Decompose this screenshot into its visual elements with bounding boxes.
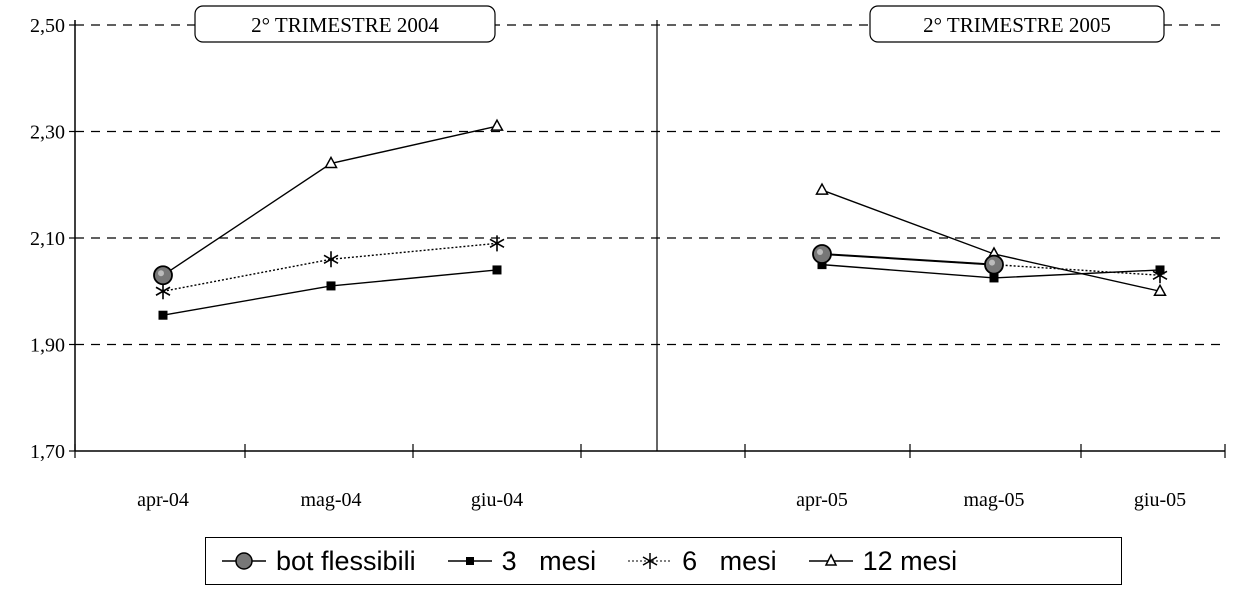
star-marker [155,283,171,300]
star-marker [489,235,505,252]
y-tick-label: 2,30 [30,122,65,144]
square-marker-icon [447,557,492,565]
square-marker [989,273,999,283]
x-tick-label: mag-04 [300,489,361,511]
legend-item-12-mesi: 12 mesi [807,545,958,577]
marker-highlight [817,248,823,255]
panel-title-2005-text: 2° TRIMESTRE 2005 [923,13,1111,37]
square-marker [492,265,502,275]
data-series [153,118,1168,320]
square-marker [326,281,336,291]
series-3-mesi [158,260,1165,320]
legend-item-3-mesi: 3 mesi [446,545,597,577]
x-tick-label: giu-05 [1134,489,1186,511]
gridlines [75,24,1225,346]
legend-label-12-mesi: 12 mesi [862,545,958,576]
series-line [162,125,498,276]
triangle-marker [324,155,338,169]
circle-marker-icon [222,552,266,570]
axes [69,20,1226,458]
series-line [162,242,498,292]
marker-highlight [158,270,164,277]
triangle-marker [1153,283,1167,296]
legend-label-6-mesi: 6 mesi [682,545,777,576]
x-tick-label: apr-05 [796,489,848,511]
triangle-marker [490,118,504,131]
x-tick-label: apr-04 [137,489,189,511]
legend-item-6-mesi: 6 mesi [626,546,777,577]
y-axis-tick-labels: 1,70 1,90 2,10 2,30 2,50 [30,15,65,463]
series-bot-flessibili [153,244,1004,286]
triangle-marker-icon [808,553,853,566]
marker-highlight [989,259,995,266]
star-marker-icon [628,553,673,569]
x-tick-label: giu-04 [471,489,523,511]
square-marker [1155,265,1165,275]
panel-title-2005: 2° TRIMESTRE 2005 [869,5,1165,43]
y-tick-label: 1,90 [30,335,65,357]
legend-item-bot-flessibili: bot flessibili [220,546,416,577]
legend-label-3-mesi: 3 mesi [501,545,597,576]
legend: bot flessibili 3 mesi 6 mesi 12 mesi [205,537,1122,585]
x-tick-label: mag-05 [963,489,1024,511]
legend-label-bot-flessibili: bot flessibili [276,545,416,576]
y-tick-label: 1,70 [30,441,65,463]
series-line [821,252,995,266]
series-12-mesi [156,118,1167,296]
panel-title-2004-text: 2° TRIMESTRE 2004 [251,13,439,37]
series-line [162,269,498,316]
triangle-marker [815,182,829,195]
y-tick-label: 2,10 [30,228,65,250]
x-axis-tick-labels: apr-04 mag-04 giu-04 apr-05 mag-05 giu-05 [137,489,1186,511]
square-marker [158,310,168,320]
star-marker [323,251,339,268]
square-marker [817,260,827,270]
y-tick-label: 2,50 [30,15,65,37]
panel-title-2004: 2° TRIMESTRE 2004 [194,5,496,43]
